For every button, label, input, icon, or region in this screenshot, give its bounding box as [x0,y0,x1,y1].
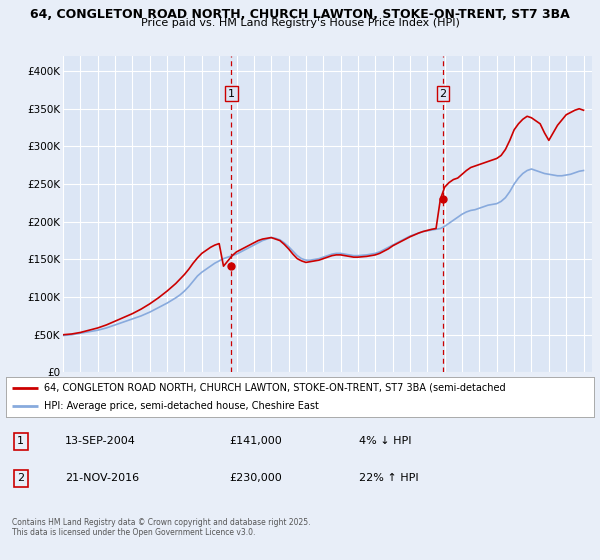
Text: £141,000: £141,000 [229,436,282,446]
Text: 2: 2 [439,88,446,99]
Text: 64, CONGLETON ROAD NORTH, CHURCH LAWTON, STOKE-ON-TRENT, ST7 3BA: 64, CONGLETON ROAD NORTH, CHURCH LAWTON,… [30,8,570,21]
Text: HPI: Average price, semi-detached house, Cheshire East: HPI: Average price, semi-detached house,… [44,402,319,411]
Text: 2: 2 [17,473,24,483]
Text: Contains HM Land Registry data © Crown copyright and database right 2025.
This d: Contains HM Land Registry data © Crown c… [12,518,311,538]
Text: Price paid vs. HM Land Registry's House Price Index (HPI): Price paid vs. HM Land Registry's House … [140,18,460,29]
Text: 13-SEP-2004: 13-SEP-2004 [65,436,136,446]
Text: 64, CONGLETON ROAD NORTH, CHURCH LAWTON, STOKE-ON-TRENT, ST7 3BA (semi-detached: 64, CONGLETON ROAD NORTH, CHURCH LAWTON,… [44,383,506,393]
Text: 21-NOV-2016: 21-NOV-2016 [65,473,139,483]
Text: 1: 1 [228,88,235,99]
Text: 1: 1 [17,436,24,446]
Text: 22% ↑ HPI: 22% ↑ HPI [359,473,418,483]
Text: 4% ↓ HPI: 4% ↓ HPI [359,436,412,446]
Text: £230,000: £230,000 [229,473,282,483]
